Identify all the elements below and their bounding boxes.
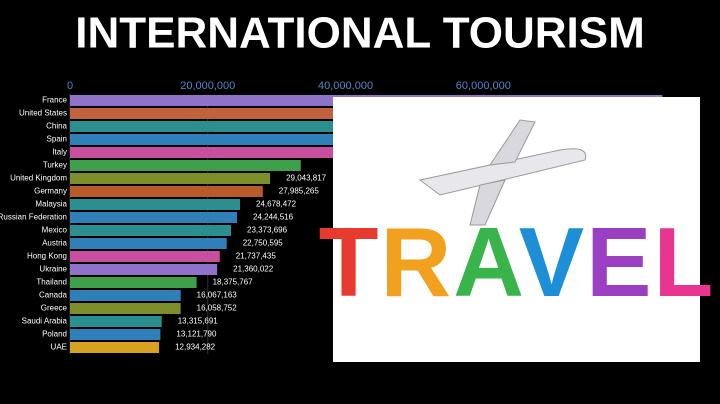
- bar: [70, 147, 429, 158]
- bar: [70, 342, 160, 353]
- bar: [70, 160, 301, 171]
- bar: [70, 186, 263, 197]
- overlay-text: TRAVEL: [319, 207, 716, 317]
- value-label: 16,067,163: [197, 291, 238, 300]
- plane-body: [418, 148, 587, 196]
- chart-title: INTERNATIONAL TOURISM: [75, 9, 645, 58]
- bar: [70, 290, 181, 301]
- value-label: 13,315,691: [178, 317, 219, 326]
- overlay-letter: E: [586, 207, 653, 317]
- overlay-letter: R: [380, 207, 453, 317]
- y-tick-label: Poland: [42, 330, 67, 339]
- y-tick-label: Greece: [41, 304, 68, 313]
- y-tick-label: Germany: [34, 187, 67, 196]
- y-tick-label: Saudi Arabia: [22, 317, 68, 326]
- plane-wings: [469, 119, 536, 226]
- value-label: 21,360,022: [233, 265, 274, 274]
- value-label: 22,750,595: [243, 239, 284, 248]
- y-tick-label: Russian Federation: [0, 213, 67, 222]
- value-label: 13,121,790: [176, 330, 217, 339]
- x-tick-label: 40,000,000: [318, 80, 373, 92]
- bar: [70, 251, 220, 262]
- x-tick-label: 20,000,000: [180, 80, 235, 92]
- y-tick-label: Mexico: [42, 226, 68, 235]
- value-label: 27,985,265: [279, 187, 320, 196]
- y-tick-label: Canada: [39, 291, 68, 300]
- bar: [70, 316, 162, 327]
- value-label: 23,373,696: [247, 226, 288, 235]
- bar: [70, 277, 197, 288]
- bar: [70, 212, 238, 223]
- travel-image: TRAVEL: [319, 97, 716, 362]
- y-tick-label: United States: [19, 109, 67, 118]
- y-tick-label: Austria: [42, 239, 67, 248]
- y-tick-label: China: [46, 122, 67, 131]
- value-label: 29,043,817: [286, 174, 327, 183]
- bar: [70, 173, 271, 184]
- value-label: 12,934,282: [175, 343, 216, 352]
- bar: [70, 238, 227, 249]
- y-tick-label: Thailand: [36, 278, 67, 287]
- y-tick-label: Spain: [47, 135, 67, 144]
- y-tick-label: UAE: [51, 343, 67, 352]
- x-tick-label: 0: [67, 80, 73, 92]
- y-tick-label: Hong Kong: [27, 252, 67, 261]
- value-label: 16,058,752: [197, 304, 238, 313]
- value-label: 24,678,472: [256, 200, 297, 209]
- y-tick-label: Ukraine: [39, 265, 67, 274]
- bar: [70, 264, 218, 275]
- value-label: 21,737,435: [236, 252, 277, 261]
- y-tick-label: France: [42, 96, 67, 105]
- x-tick-label: 60,000,000: [456, 80, 511, 92]
- value-label: 24,244,516: [253, 213, 294, 222]
- y-tick-label: Malaysia: [35, 200, 67, 209]
- overlay-letter: L: [654, 207, 716, 317]
- overlay-letter: T: [319, 207, 381, 317]
- y-tick-label: United Kingdom: [10, 174, 67, 183]
- y-tick-label: Turkey: [43, 161, 67, 170]
- value-label: 18,375,767: [213, 278, 254, 287]
- y-tick-label: Italy: [52, 148, 67, 157]
- overlay-letter: A: [453, 207, 522, 317]
- bar: [70, 199, 241, 210]
- bar: [70, 303, 181, 314]
- bar: [70, 121, 484, 132]
- bar: [70, 134, 463, 145]
- bar: [70, 225, 232, 236]
- overlay-letter: V: [519, 207, 586, 317]
- bar: [70, 329, 161, 340]
